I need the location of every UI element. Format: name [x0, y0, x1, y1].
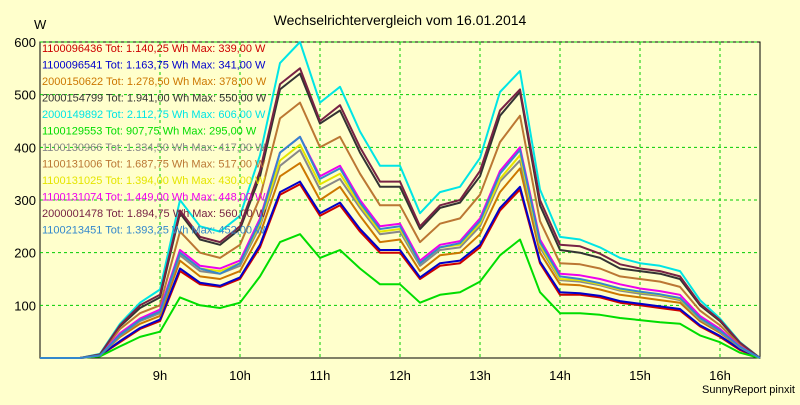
legend-entry-6: 1100130966 Tot: 1.334,50 Wh Max: 417,00 …	[42, 142, 266, 154]
series-line-10	[40, 67, 761, 359]
y-tick-label: 600	[14, 35, 36, 50]
series-line-3	[40, 72, 761, 359]
series-line-2	[40, 162, 761, 359]
legend-entry-4: 2000149892 Tot: 2.112,75 Wh Max: 606,00 …	[42, 109, 266, 121]
series-line-1	[40, 180, 761, 359]
y-tick-label: 200	[14, 246, 36, 261]
y-tick-label: 300	[14, 193, 36, 208]
legend-entry-8: 1100131025 Tot: 1.394,00 Wh Max: 430,00 …	[42, 175, 266, 187]
y-axis-unit-label: W	[34, 17, 47, 32]
legend-entry-11: 1100213451 Tot: 1.393,25 Wh Max: 452,00 …	[42, 225, 266, 237]
y-axis-ticks: 100 200 300 400 500 600	[14, 35, 36, 313]
legend-entry-3: 2000154799 Tot: 1.941,00 Wh Max: 550,00 …	[42, 93, 267, 105]
x-tick-label: 14h	[549, 368, 571, 383]
legend-entry-1: 1100096541 Tot: 1.163,75 Wh Max: 341,00 …	[42, 60, 266, 72]
legend-entry-9: 1100131074 Tot: 1.449,00 Wh Max: 448,00 …	[42, 192, 266, 204]
y-tick-label: 400	[14, 140, 36, 155]
series-line-0	[40, 183, 761, 359]
footer-credit: SunnyReport pinxit	[702, 384, 795, 396]
legend-entry-0: 1100096436 Tot: 1.140,25 Wh Max: 339,00 …	[42, 43, 266, 55]
y-tick-label: 500	[14, 88, 36, 103]
y-tick-label: 100	[14, 298, 36, 313]
legend-entry-10: 2000001478 Tot: 1.894,75 Wh Max: 560,00 …	[42, 208, 267, 220]
series-line-5	[40, 233, 761, 359]
legend: 1100096436 Tot: 1.140,25 Wh Max: 339,00 …	[42, 43, 267, 237]
x-axis-ticks: 9h 10h 11h 12h 13h 14h 15h 16h	[153, 368, 731, 383]
legend-entry-7: 1100131006 Tot: 1.687,75 Wh Max: 517,00 …	[42, 159, 266, 171]
chart-title: Wechselrichtervergleich vom 16.01.2014	[274, 12, 527, 28]
x-tick-label: 16h	[709, 368, 731, 383]
series-line-7	[40, 101, 761, 359]
series-line-4	[40, 41, 761, 359]
legend-entry-5: 1100129553 Tot: 907,75 Wh Max: 295,00 W	[42, 126, 257, 138]
series-line-11	[40, 135, 761, 359]
x-tick-label: 13h	[469, 368, 491, 383]
x-tick-label: 15h	[629, 368, 651, 383]
x-tick-label: 12h	[389, 368, 411, 383]
series-lines	[40, 41, 761, 359]
series-line-6	[40, 149, 761, 359]
x-tick-label: 10h	[229, 368, 251, 383]
x-tick-label: 11h	[310, 368, 331, 383]
legend-entry-2: 2000150622 Tot: 1.278,50 Wh Max: 378,00 …	[42, 76, 267, 88]
x-tick-label: 9h	[153, 368, 167, 383]
